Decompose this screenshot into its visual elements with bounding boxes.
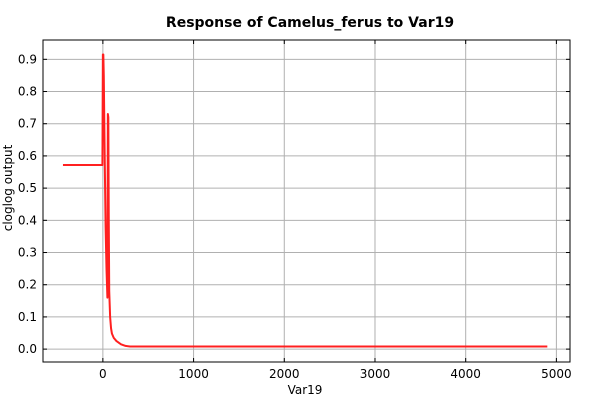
y-axis-label: cloglog output <box>1 144 15 231</box>
x-tick-label: 0 <box>99 367 107 381</box>
x-tick-label: 3000 <box>360 367 391 381</box>
series-layer <box>62 53 548 348</box>
x-tick-label: 4000 <box>450 367 481 381</box>
y-tick-label: 0.5 <box>18 181 37 195</box>
x-tick-label: 5000 <box>541 367 572 381</box>
y-tick-label: 0.8 <box>18 85 37 99</box>
y-tick-label: 0.3 <box>18 246 37 260</box>
x-axis-label: Var19 <box>288 383 323 397</box>
plot-frame <box>42 39 571 363</box>
y-tick-label: 0.2 <box>18 278 37 292</box>
y-tick-label: 0.0 <box>18 342 37 356</box>
y-tick-label: 0.9 <box>18 52 37 66</box>
y-tick-label: 0.1 <box>18 310 37 324</box>
x-tick-label: 2000 <box>269 367 300 381</box>
series-line-0 <box>62 53 548 348</box>
grid-lines <box>43 40 570 362</box>
y-tick-label: 0.6 <box>18 149 37 163</box>
y-tick-label: 0.7 <box>18 117 37 131</box>
x-tick-label: 1000 <box>178 367 209 381</box>
y-tick-label: 0.4 <box>18 213 37 227</box>
chart-title: Response of Camelus_ferus to Var19 <box>166 15 454 31</box>
axis-ticks: 0 1000 2000 3000 4000 5000 0.0 0.1 0.2 0.3 0.4 0.5 0… <box>18 40 572 381</box>
